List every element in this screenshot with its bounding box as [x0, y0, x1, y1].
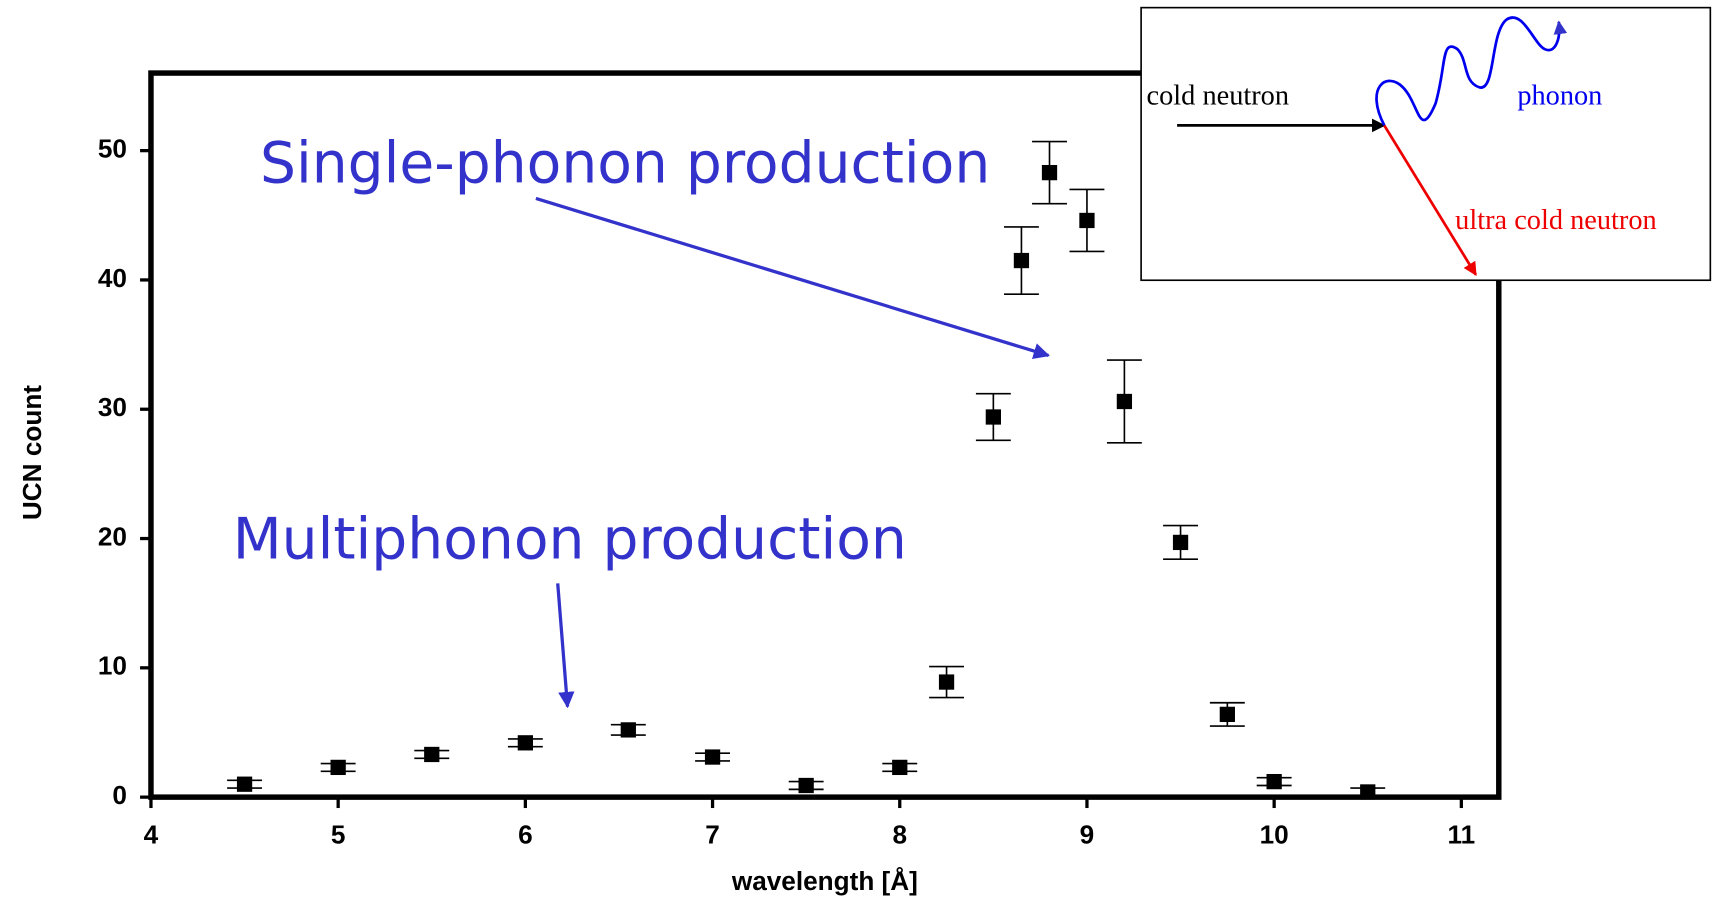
inset-label: phonon — [1517, 81, 1602, 112]
data-point — [798, 777, 814, 794]
annotation: Single-phonon production — [260, 130, 990, 196]
data-point — [1172, 534, 1189, 551]
data-point — [1266, 773, 1282, 790]
x-tick-label: 11 — [1448, 819, 1476, 849]
data-point — [517, 735, 533, 751]
data-point — [1079, 212, 1095, 229]
data-point — [985, 409, 1001, 425]
data-point — [1116, 393, 1133, 410]
data-point — [1360, 784, 1376, 800]
y-tick-label: 30 — [98, 392, 127, 422]
y-tick-label: 10 — [98, 651, 127, 681]
plot-frame — [148, 70, 1502, 800]
y-tick-label: 20 — [98, 521, 127, 551]
data-point — [1041, 164, 1058, 181]
x-tick-label: 7 — [705, 819, 720, 849]
inset-label: ultra cold neutron — [1455, 205, 1656, 236]
annotation-arrow — [535, 196, 1050, 360]
outgoing-arrow — [1383, 124, 1478, 276]
data-point — [938, 674, 955, 690]
phonon-wave — [1375, 16, 1568, 127]
inset-frame — [1140, 6, 1712, 282]
data-point — [892, 759, 908, 776]
inset-label: cold neutron — [1147, 81, 1289, 112]
x-tick-label: 4 — [144, 819, 159, 849]
y-axis-label: UCN count — [17, 385, 47, 520]
x-tick-label: 6 — [518, 819, 533, 849]
data-point — [704, 749, 721, 765]
y-tick-label: 50 — [98, 134, 127, 164]
inset-diagram: cold neutron phonon ultra cold neutron — [1140, 6, 1712, 282]
data-point — [620, 722, 636, 738]
x-tick-label: 10 — [1260, 819, 1289, 849]
x-tick-label: 5 — [331, 819, 346, 849]
data-point — [236, 776, 253, 792]
y-tick-label: 40 — [98, 263, 127, 293]
annotation-arrow — [556, 583, 575, 709]
annotation: Multiphonon production — [233, 507, 907, 573]
data-point — [1013, 252, 1030, 269]
data-point — [330, 759, 346, 776]
x-axis-label: wavelength [Å] — [731, 866, 918, 896]
data-point — [1219, 706, 1235, 723]
y-tick-label: 0 — [112, 780, 127, 810]
x-tick-label: 8 — [892, 819, 907, 849]
data-point — [424, 746, 440, 763]
x-tick-label: 9 — [1080, 819, 1095, 849]
